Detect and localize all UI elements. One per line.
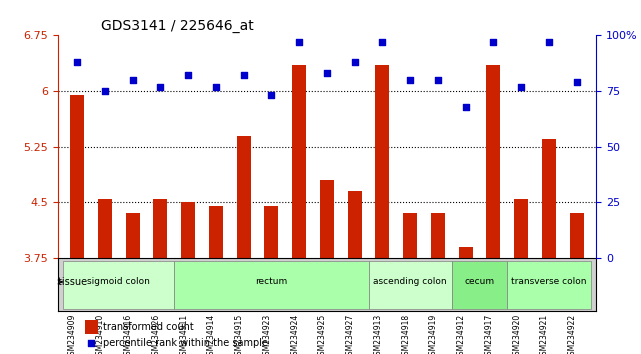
Point <box>405 77 415 83</box>
Bar <box>153 199 167 258</box>
Point <box>322 70 332 76</box>
Text: GSM234910: GSM234910 <box>96 314 105 354</box>
Point <box>460 104 470 109</box>
Point <box>211 84 221 90</box>
Text: cecum: cecum <box>465 278 495 286</box>
Bar <box>514 199 528 258</box>
FancyBboxPatch shape <box>63 261 174 309</box>
Text: GSM234922: GSM234922 <box>568 314 577 354</box>
Bar <box>487 65 501 258</box>
Bar <box>459 247 472 258</box>
Bar <box>431 213 445 258</box>
Text: GSM234923: GSM234923 <box>262 314 271 354</box>
Point <box>433 77 443 83</box>
Bar <box>403 213 417 258</box>
Point <box>378 39 388 45</box>
Bar <box>98 199 112 258</box>
FancyBboxPatch shape <box>507 261 590 309</box>
Text: GSM234918: GSM234918 <box>401 314 410 354</box>
Bar <box>347 191 362 258</box>
Point <box>294 39 304 45</box>
Point <box>572 79 582 85</box>
Text: GSM234921: GSM234921 <box>540 314 549 354</box>
Bar <box>542 139 556 258</box>
FancyBboxPatch shape <box>452 261 507 309</box>
Point <box>86 341 96 346</box>
Point <box>183 73 194 78</box>
Text: transverse colon: transverse colon <box>511 278 587 286</box>
Text: GSM234926: GSM234926 <box>151 314 160 354</box>
Text: GSM234920: GSM234920 <box>512 314 521 354</box>
Bar <box>570 213 584 258</box>
Bar <box>181 202 195 258</box>
Text: GSM234924: GSM234924 <box>290 314 299 354</box>
FancyBboxPatch shape <box>369 261 452 309</box>
Text: percentile rank within the sample: percentile rank within the sample <box>103 338 269 348</box>
Text: GSM234916: GSM234916 <box>124 314 133 354</box>
Point <box>544 39 554 45</box>
Point <box>349 59 360 65</box>
Text: rectum: rectum <box>255 278 288 286</box>
Point <box>488 39 499 45</box>
Text: GSM234915: GSM234915 <box>235 314 244 354</box>
Text: GSM234912: GSM234912 <box>456 314 465 354</box>
Text: sigmoid colon: sigmoid colon <box>87 278 150 286</box>
FancyBboxPatch shape <box>174 261 369 309</box>
Text: GSM234913: GSM234913 <box>374 314 383 354</box>
Text: GSM234919: GSM234919 <box>429 314 438 354</box>
Point <box>100 88 110 94</box>
Point <box>238 73 249 78</box>
Bar <box>209 206 223 258</box>
Text: GSM234925: GSM234925 <box>318 314 327 354</box>
Text: GSM234909: GSM234909 <box>68 314 77 354</box>
Point <box>72 59 82 65</box>
Bar <box>70 95 84 258</box>
Text: GSM234914: GSM234914 <box>207 314 216 354</box>
Point <box>266 93 276 98</box>
Text: GDS3141 / 225646_at: GDS3141 / 225646_at <box>101 19 253 33</box>
Point <box>516 84 526 90</box>
Point <box>155 84 165 90</box>
Text: tissue: tissue <box>58 277 90 287</box>
Text: transformed count: transformed count <box>103 322 194 332</box>
Bar <box>292 65 306 258</box>
Text: GSM234911: GSM234911 <box>179 314 188 354</box>
Text: GSM234927: GSM234927 <box>345 314 354 354</box>
Bar <box>320 180 334 258</box>
Bar <box>85 320 98 335</box>
Bar <box>126 213 140 258</box>
Point <box>128 77 138 83</box>
Bar <box>265 206 278 258</box>
Bar <box>237 136 251 258</box>
Text: GSM234917: GSM234917 <box>485 314 494 354</box>
Bar <box>376 65 389 258</box>
Text: ascending colon: ascending colon <box>373 278 447 286</box>
